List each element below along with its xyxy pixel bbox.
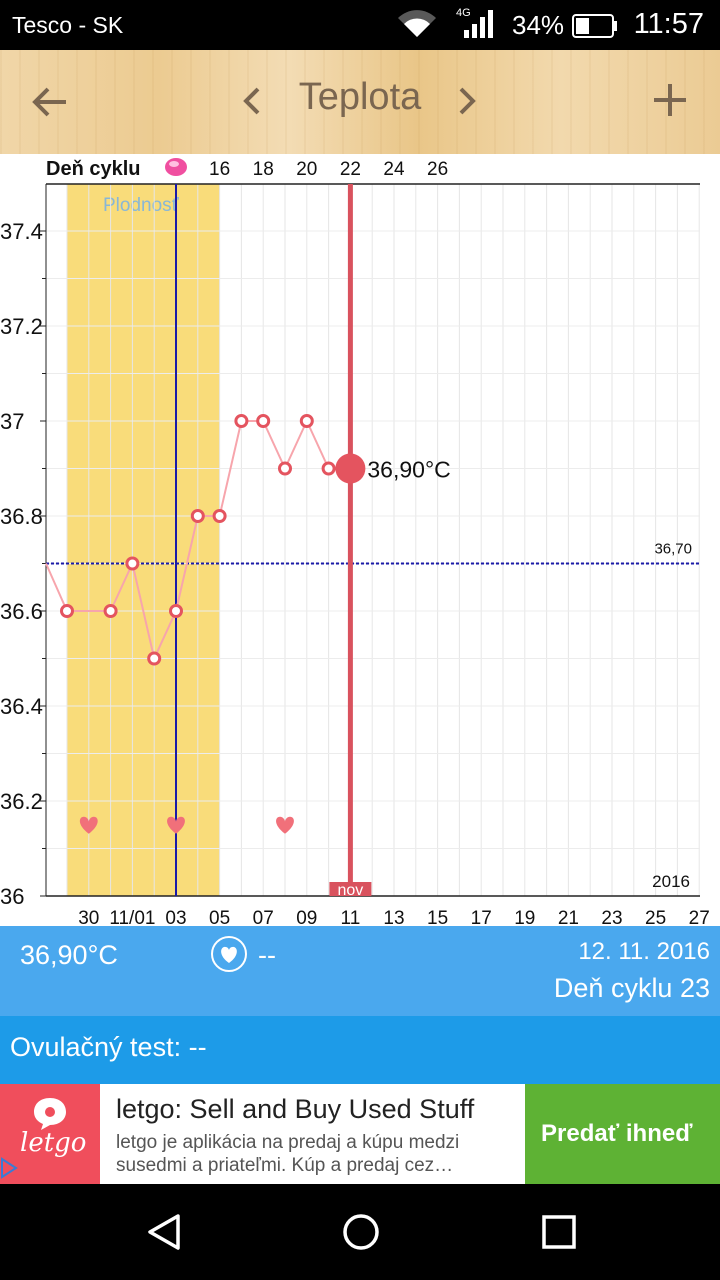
back-nav-icon[interactable] [144, 1212, 184, 1257]
cycle-day-label: Deň cyklu [46, 158, 140, 180]
battery-percentage: 34% [512, 10, 565, 40]
x-tick-label: 21 [558, 908, 579, 926]
y-tick-label: 37.4 [0, 219, 43, 244]
heart-icon[interactable] [211, 936, 247, 972]
heart-icon[interactable] [276, 816, 294, 834]
ad-body: letgo je aplikácia na predaj a kúpu medz… [116, 1132, 460, 1176]
page-title: Teplota [298, 76, 422, 118]
cycle-tick-label: 26 [427, 159, 448, 180]
chevron-right-icon[interactable] [455, 84, 479, 123]
y-tick-label: 37.2 [0, 314, 43, 339]
cycle-tick-label: 16 [209, 159, 230, 180]
temperature-point[interactable] [103, 604, 118, 618]
temperature-point[interactable] [321, 461, 336, 476]
battery-icon [572, 14, 618, 43]
temperature-point[interactable] [147, 651, 162, 666]
app-bar: Teplota [0, 50, 720, 154]
coverline-label: 36,70 [654, 541, 692, 558]
current-temperature-label: 36,90°C [367, 457, 450, 483]
temperature-point[interactable] [169, 604, 183, 618]
x-tick-label: 15 [427, 908, 448, 926]
cycle-tick-label: 20 [296, 159, 317, 180]
x-tick-label: 17 [471, 908, 492, 926]
year-label: 2016 [652, 872, 690, 891]
fertile-window [67, 184, 220, 896]
temperature-chart[interactable]: Plodnosť 37.4 37.2 37 36.8 36.6 36.4 36.2 36 30 1… [0, 154, 720, 929]
navigation-bar [0, 1184, 720, 1280]
cycle-tick-label: 24 [383, 159, 405, 180]
network-type: 4G [456, 7, 471, 19]
y-tick-label: 36.4 [0, 694, 43, 719]
heart-icon[interactable] [167, 816, 185, 834]
recents-nav-icon[interactable] [541, 1214, 577, 1255]
temperature-point[interactable] [125, 556, 140, 571]
fertility-label: Plodnosť [103, 195, 180, 216]
x-tick-label: 11 [341, 908, 361, 926]
x-tick-label: 25 [645, 908, 666, 926]
heart-icon[interactable] [79, 816, 98, 834]
logo-text: letgo [20, 1128, 87, 1158]
cycle-day: Deň cyklu 23 [553, 973, 710, 1003]
temperature-point[interactable] [278, 461, 292, 476]
status-bar: Tesco - SK 4G 34% 11:57 [0, 0, 720, 50]
y-tick-label: 37 [0, 409, 24, 434]
ovulation-test-label: Ovulačný test: -- [10, 1032, 207, 1062]
home-nav-icon[interactable] [341, 1212, 381, 1257]
temperature-line [45, 418, 351, 662]
x-tick-label: 05 [209, 908, 230, 926]
temperature-point[interactable] [60, 604, 74, 618]
letgo-logo[interactable]: letgo [0, 1084, 100, 1184]
plus-icon[interactable] [650, 80, 690, 125]
selected-temperature: 36,90°C [20, 940, 118, 970]
temperature-point[interactable] [190, 509, 205, 523]
current-temperature-point[interactable] [335, 453, 366, 484]
ovulation-marker-highlight [169, 161, 179, 167]
ad-cta-button[interactable]: Predať ihneď [525, 1084, 720, 1184]
y-tick-label: 36.6 [0, 599, 43, 624]
selected-date: 12. 11. 2016 [578, 938, 710, 965]
y-tick-label: 36 [0, 884, 24, 909]
y-tick-label: 36.2 [0, 789, 43, 814]
ovulation-marker-icon [165, 158, 187, 176]
ad-headline[interactable]: letgo: Sell and Buy Used Stuff [116, 1094, 475, 1124]
temperature-point[interactable] [299, 414, 314, 428]
month-marker-label: nov [338, 882, 364, 899]
clock: 11:57 [633, 8, 704, 40]
x-tick-label: 11/01 [109, 908, 155, 926]
wifi-icon [396, 10, 438, 43]
signal-icon: 4G [456, 6, 496, 45]
month-marker [329, 882, 372, 896]
carrier-name: Tesco - SK [12, 12, 124, 38]
day-info-panel[interactable]: 36,90°C -- 12. 11. 2016 Deň cyklu 23 [0, 926, 720, 1016]
x-tick-label: 27 [689, 908, 710, 926]
temperature-point[interactable] [234, 414, 249, 428]
temperature-point[interactable] [256, 414, 271, 428]
cycle-tick-label: 18 [253, 159, 274, 180]
x-tick-label: 07 [253, 908, 274, 926]
x-tick-label: 23 [601, 908, 622, 926]
chart-svg[interactable]: Plodnosť 37.4 37.2 37 36.8 36.6 36.4 36.2 36 30 1… [0, 154, 720, 929]
x-tick-label: 03 [165, 908, 186, 926]
arrow-left-icon[interactable] [30, 82, 70, 127]
ad-banner[interactable]: letgo letgo: Sell and Buy Used Stuff let… [0, 1084, 720, 1184]
x-tick-label: 19 [514, 908, 535, 926]
x-tick-label: 30 [78, 908, 99, 926]
cycle-tick-label: 22 [340, 159, 361, 180]
ovulation-test-row[interactable]: Ovulačný test: -- [0, 1016, 720, 1084]
x-tick-label: 09 [296, 908, 317, 926]
chevron-left-icon[interactable] [240, 84, 264, 123]
temperature-point[interactable] [212, 509, 227, 523]
x-tick-label: 13 [383, 908, 404, 926]
intercourse-value: -- [258, 940, 276, 970]
y-tick-label: 36.8 [0, 504, 43, 529]
